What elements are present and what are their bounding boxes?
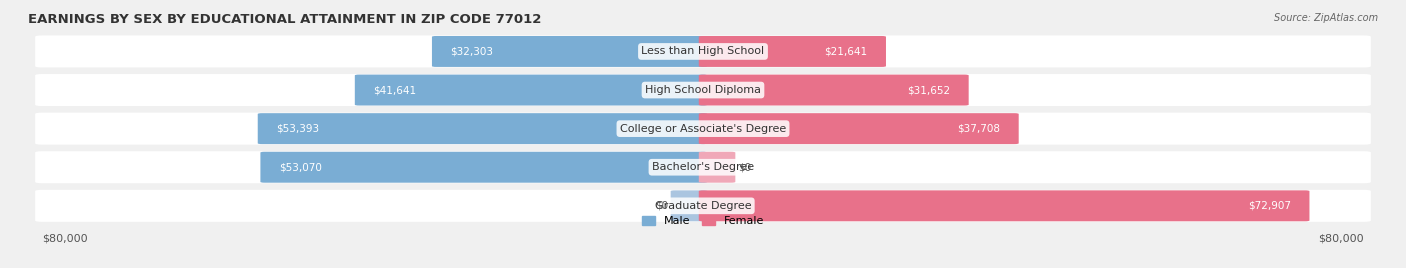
- Text: EARNINGS BY SEX BY EDUCATIONAL ATTAINMENT IN ZIP CODE 77012: EARNINGS BY SEX BY EDUCATIONAL ATTAINMEN…: [28, 13, 541, 27]
- Text: High School Diploma: High School Diploma: [645, 85, 761, 95]
- Text: $53,393: $53,393: [276, 124, 319, 134]
- Text: Graduate Degree: Graduate Degree: [655, 201, 751, 211]
- FancyBboxPatch shape: [699, 75, 969, 106]
- Text: Less than High School: Less than High School: [641, 46, 765, 57]
- Text: Source: ZipAtlas.com: Source: ZipAtlas.com: [1274, 13, 1378, 23]
- FancyBboxPatch shape: [35, 35, 1371, 68]
- Text: $80,000: $80,000: [42, 233, 87, 243]
- Text: $32,303: $32,303: [450, 46, 494, 57]
- FancyBboxPatch shape: [35, 113, 1371, 145]
- Text: College or Associate's Degree: College or Associate's Degree: [620, 124, 786, 134]
- FancyBboxPatch shape: [699, 190, 1309, 221]
- FancyBboxPatch shape: [35, 190, 1371, 222]
- FancyBboxPatch shape: [35, 151, 1371, 183]
- Text: $37,708: $37,708: [957, 124, 1001, 134]
- Text: $72,907: $72,907: [1249, 201, 1291, 211]
- FancyBboxPatch shape: [354, 75, 707, 106]
- Legend: Male, Female: Male, Female: [641, 216, 765, 226]
- Text: $0: $0: [738, 162, 751, 172]
- Text: Bachelor's Degree: Bachelor's Degree: [652, 162, 754, 172]
- Text: $21,641: $21,641: [824, 46, 868, 57]
- FancyBboxPatch shape: [260, 152, 707, 183]
- FancyBboxPatch shape: [699, 152, 735, 183]
- Text: $80,000: $80,000: [1319, 233, 1364, 243]
- Text: $41,641: $41,641: [373, 85, 416, 95]
- FancyBboxPatch shape: [432, 36, 707, 67]
- FancyBboxPatch shape: [35, 74, 1371, 106]
- FancyBboxPatch shape: [257, 113, 707, 144]
- Text: $0: $0: [655, 201, 668, 211]
- FancyBboxPatch shape: [699, 113, 1019, 144]
- Text: $53,070: $53,070: [278, 162, 322, 172]
- Text: $31,652: $31,652: [907, 85, 950, 95]
- FancyBboxPatch shape: [671, 190, 707, 221]
- FancyBboxPatch shape: [699, 36, 886, 67]
